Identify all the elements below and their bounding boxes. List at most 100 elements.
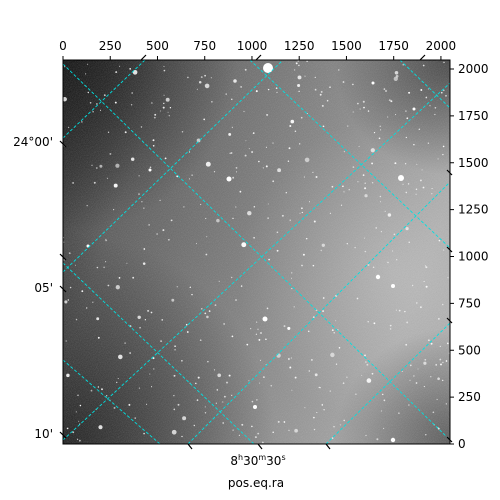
star [98,425,103,430]
star [438,318,440,320]
star [129,352,131,354]
star [256,321,258,323]
star [85,73,87,75]
star [66,427,69,430]
star [193,424,195,427]
star [290,119,295,124]
star [171,429,177,435]
star [301,211,303,214]
star [423,361,427,365]
star [293,69,296,71]
star [265,146,267,148]
star [173,395,175,397]
star [365,361,367,363]
star [358,146,360,148]
star [373,131,376,134]
star [293,306,295,308]
star [367,110,370,112]
star [235,299,237,301]
star [354,246,356,249]
star [320,90,323,93]
star [141,200,143,203]
star [393,233,396,236]
star [142,262,146,265]
star [367,320,369,323]
star [352,83,354,86]
star [405,191,408,194]
star [124,342,126,344]
star [339,424,341,426]
star [233,79,237,83]
star [406,321,409,324]
star [163,69,166,72]
star [86,204,88,207]
star [314,373,318,377]
star [306,60,308,63]
star [337,329,339,331]
star [443,249,445,251]
star [276,353,281,358]
star [424,358,427,361]
star [379,125,381,127]
star [181,359,183,362]
star [199,339,202,342]
star [387,261,389,264]
star [87,91,90,94]
right-tick-label-6: 1500 [458,156,489,170]
star [63,96,67,102]
star [267,88,270,91]
sky-image [63,60,450,444]
star [439,345,441,348]
star [201,308,203,310]
star [114,101,117,104]
star [170,219,173,222]
star [168,114,171,117]
star [436,398,438,401]
star [346,242,349,245]
star [231,335,234,338]
star [165,97,170,102]
grid-line-2 [63,82,450,441]
star [314,76,316,79]
star [81,121,83,123]
star [205,253,208,256]
star [66,373,70,378]
star [319,93,322,96]
star [103,266,105,268]
star-field [63,60,450,444]
star [316,412,318,414]
star [409,364,412,367]
star [143,432,145,435]
star [77,438,79,440]
star [299,143,301,145]
star [425,96,428,99]
star [164,157,167,160]
star [394,162,397,165]
star [143,248,146,250]
star [213,369,216,371]
star [297,83,301,88]
star [380,129,382,131]
star [255,333,258,335]
star [185,323,188,326]
star [333,426,335,428]
star [115,381,118,384]
star [250,328,252,330]
star [174,348,176,351]
star [308,370,311,372]
star [72,431,75,434]
star [169,107,172,109]
bright-star-5 [391,284,395,288]
star [401,370,403,373]
star [154,113,157,116]
star [259,359,262,361]
wcs-tick-5 [257,443,263,450]
star [427,142,430,145]
star [224,395,226,398]
star [198,80,202,84]
star [297,75,302,80]
star [304,407,306,409]
star [229,152,231,154]
star [173,408,176,411]
star [205,161,211,167]
